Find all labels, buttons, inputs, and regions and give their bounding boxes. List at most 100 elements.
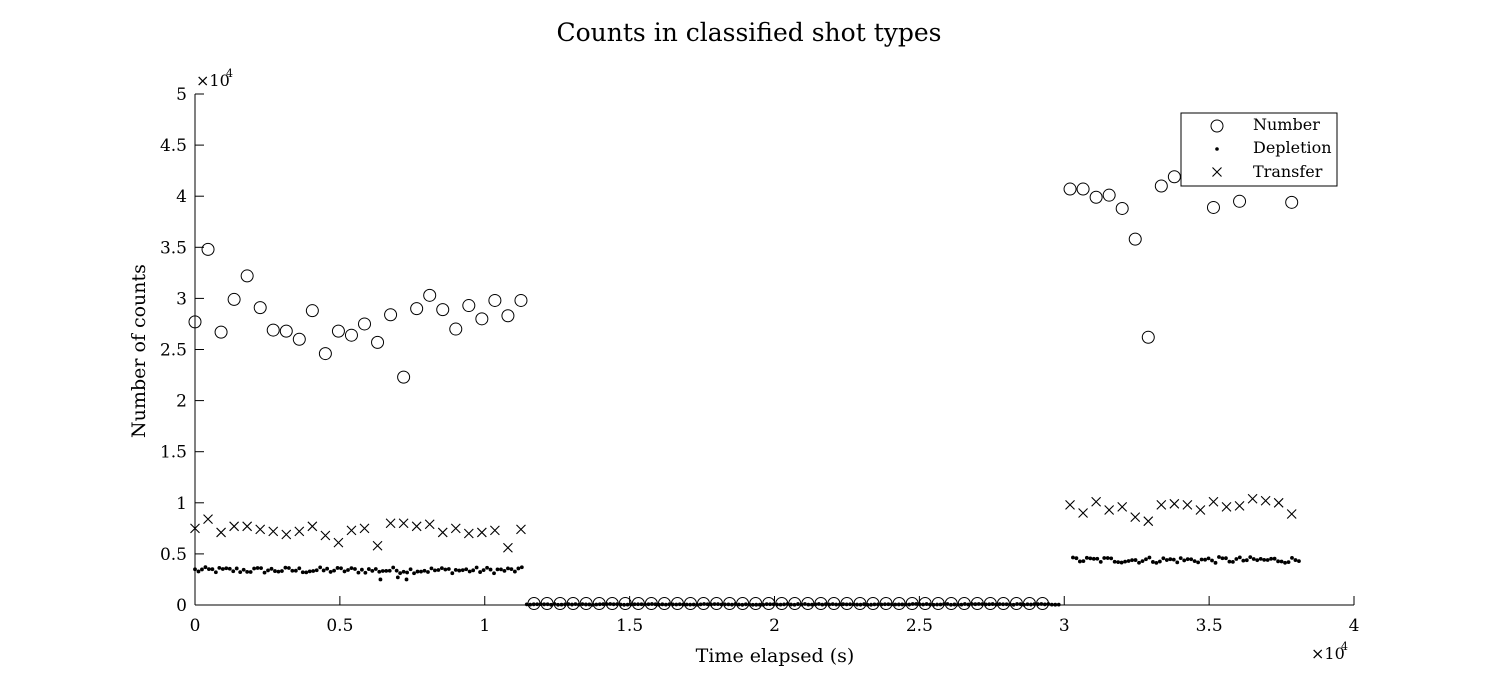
transfer-point: [1182, 499, 1193, 510]
depletion-point: [882, 602, 887, 607]
depletion-point: [220, 567, 225, 571]
depletion-point: [1144, 557, 1148, 562]
depletion-point: [702, 602, 706, 606]
number-point: [827, 596, 841, 610]
transfer-point: [216, 527, 226, 538]
depletion-point: [269, 566, 274, 571]
transfer-point: [229, 521, 240, 532]
depletion-point: [200, 567, 204, 572]
depletion-point: [506, 566, 510, 571]
depletion-point: [283, 565, 288, 570]
number-point: [318, 347, 332, 361]
depletion-point: [625, 602, 630, 607]
depletion-point: [1077, 559, 1082, 564]
x-multiplier-exponent: 4: [1341, 640, 1348, 653]
depletion-point: [1168, 557, 1173, 562]
transfer-point: [255, 524, 266, 535]
depletion-point: [1088, 556, 1093, 561]
depletion-point: [412, 571, 416, 576]
depletion-point: [583, 602, 588, 607]
depletion-point: [580, 602, 585, 607]
number-point: [292, 332, 306, 346]
depletion-point: [1199, 557, 1204, 562]
transfer-point: [190, 523, 200, 534]
transfer-point: [424, 519, 435, 530]
transfer-point: [1091, 496, 1102, 507]
depletion-point: [492, 571, 496, 576]
depletion-point: [290, 568, 295, 573]
depletion-point: [273, 569, 277, 573]
depletion-point: [488, 567, 493, 572]
depletion-point: [1234, 557, 1239, 561]
transfer-point: [1260, 495, 1271, 506]
depletion-point: [622, 602, 627, 607]
transfer-point: [1117, 501, 1128, 512]
depletion-point: [684, 602, 689, 607]
depletion-point: [816, 602, 821, 606]
number-point: [371, 335, 385, 349]
depletion-point: [1025, 602, 1030, 607]
depletion-point: [1004, 602, 1009, 607]
depletion-point: [716, 602, 720, 607]
number-point: [566, 596, 580, 610]
x-tick-label: 3: [1059, 616, 1070, 636]
depletion-point: [1140, 559, 1145, 564]
depletion-point: [1244, 558, 1249, 563]
number-point: [814, 596, 828, 610]
number-point: [1128, 232, 1142, 246]
depletion-point: [820, 602, 825, 607]
number-point: [527, 596, 541, 610]
depletion-point: [848, 602, 853, 607]
number-point: [749, 596, 763, 610]
number-point: [618, 596, 632, 610]
depletion-point: [528, 602, 533, 607]
transfer-point: [1234, 500, 1245, 511]
depletion-point: [1105, 556, 1110, 560]
number-point: [240, 269, 254, 283]
depletion-point: [601, 602, 606, 607]
depletion-point: [401, 569, 406, 574]
number-point: [592, 596, 606, 610]
depletion-point: [394, 568, 399, 573]
number-point: [410, 302, 424, 316]
number-point: [579, 596, 593, 610]
number-point: [358, 317, 372, 331]
y-tick-label: 5: [176, 85, 187, 105]
depletion-point: [705, 602, 710, 607]
depletion-point: [949, 602, 953, 607]
number-point: [214, 325, 228, 339]
number-point: [736, 596, 750, 610]
number-point: [788, 596, 802, 610]
depletion-point: [359, 567, 364, 572]
depletion-point: [900, 602, 905, 607]
depletion-point: [335, 566, 340, 570]
depletion-point: [1255, 558, 1260, 563]
depletion-point: [1279, 559, 1284, 564]
depletion-point: [1185, 557, 1190, 562]
number-point: [188, 315, 202, 329]
legend-transfer-marker: [1212, 167, 1222, 177]
number-point: [501, 309, 515, 323]
depletion-point: [782, 602, 786, 607]
depletion-point: [712, 602, 717, 607]
depletion-point: [531, 602, 536, 607]
depletion-point: [938, 602, 943, 607]
number-point: [1285, 195, 1299, 209]
transfer-point: [1169, 498, 1180, 509]
depletion-point: [872, 602, 877, 607]
depletion-point: [485, 565, 489, 570]
depletion-point: [255, 566, 260, 570]
x-axis-multiplier: ×10 4: [1311, 640, 1348, 663]
depletion-point: [830, 602, 835, 607]
number-point: [1036, 596, 1050, 610]
y-tick-label: 4.5: [160, 136, 187, 156]
depletion-point: [1102, 556, 1107, 560]
depletion-point: [1237, 555, 1242, 560]
depletion-point: [1123, 559, 1127, 564]
transfer-point: [242, 521, 253, 532]
transfer-point: [411, 521, 422, 532]
number-point: [657, 596, 671, 610]
x-tick-label: 3.5: [1196, 616, 1223, 636]
depletion-point: [858, 602, 863, 607]
y-tick-label: 3: [176, 289, 187, 309]
